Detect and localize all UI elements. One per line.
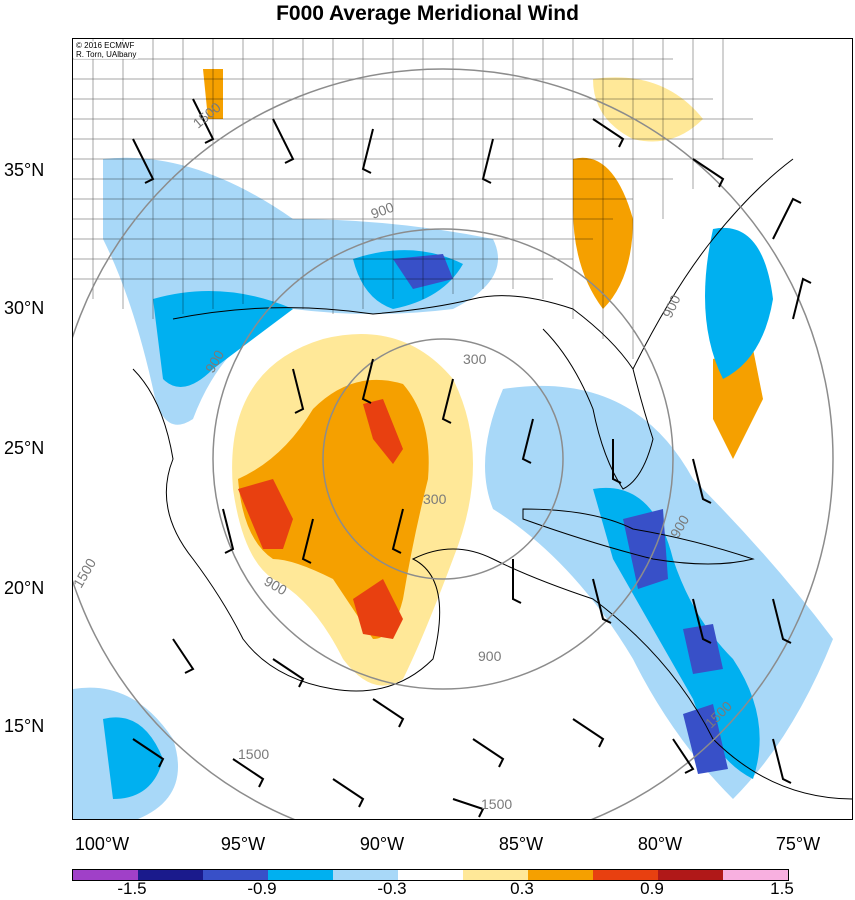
county-grid (73, 39, 773, 359)
credit-line: R. Torn, UAlbany (76, 50, 137, 59)
lon-label: 100°W (74, 834, 130, 854)
credit-line: © 2016 ECMWF (76, 41, 135, 50)
colorbar-swatch (333, 870, 398, 880)
contour-label: 900 (478, 648, 502, 664)
colorbar-label: -1.5 (117, 879, 147, 898)
lat-label: 20°N (4, 578, 45, 598)
colorbar-swatch (138, 870, 203, 880)
lat-label: 35°N (4, 160, 45, 180)
lon-label: 80°W (637, 834, 683, 854)
map-panel: 1500 900 300 300 900 900 900 1500 1500 1… (72, 38, 853, 820)
colorbar-label: 0.9 (640, 879, 664, 898)
positive-wind-region (593, 77, 703, 142)
island-coastline (522, 508, 755, 565)
contour-label: 300 (423, 491, 447, 507)
coastline (632, 158, 794, 370)
colorbar-swatch (593, 870, 658, 880)
credit-text: © 2016 ECMWF R. Torn, UAlbany (74, 41, 139, 59)
colorbar-swatch (203, 870, 268, 880)
lon-label: 90°W (359, 834, 405, 854)
max-positive-wind-cell (353, 579, 403, 639)
colorbar-label: -0.3 (377, 879, 407, 898)
lon-label: 85°W (498, 834, 544, 854)
colorbar-label: 1.5 (770, 879, 794, 898)
contour-label: 1500 (481, 796, 512, 812)
colorbar-swatch (268, 870, 333, 880)
colorbar-label: 0.3 (510, 879, 534, 898)
colorbar-swatch (658, 870, 723, 880)
colorbar-swatch (528, 870, 593, 880)
contour-label: 900 (659, 292, 683, 320)
lat-label: 30°N (4, 298, 45, 318)
negative-wind-region (103, 717, 163, 799)
lon-label: 75°W (775, 834, 821, 854)
map-canvas: 1500 900 300 300 900 900 900 1500 1500 1… (73, 39, 852, 819)
lat-label: 15°N (4, 716, 45, 736)
coastline (172, 295, 654, 490)
coastline (132, 368, 852, 800)
colorbar-label: -0.9 (247, 879, 277, 898)
negative-wind-region (705, 227, 773, 379)
map-title: F000 Average Meridional Wind (276, 2, 579, 25)
lon-label: 95°W (220, 834, 266, 854)
max-positive-wind-cell (238, 479, 293, 549)
contour-label: 1500 (238, 746, 269, 762)
negative-wind-region (153, 291, 293, 387)
wind-barbs (132, 98, 812, 818)
max-positive-wind-cell (363, 399, 403, 464)
strong-negative-wind-cell (683, 624, 723, 674)
colorbar (72, 869, 789, 881)
distance-contours (73, 68, 834, 819)
lat-label: 25°N (4, 438, 45, 458)
colorbar-swatch (73, 870, 138, 880)
contour-label: 900 (369, 199, 397, 222)
contour-label: 300 (463, 351, 487, 367)
colorbar-swatch (463, 870, 528, 880)
contour-label: 1500 (73, 555, 99, 590)
colorbar-swatch (723, 870, 788, 880)
colorbar-swatch (398, 870, 463, 880)
